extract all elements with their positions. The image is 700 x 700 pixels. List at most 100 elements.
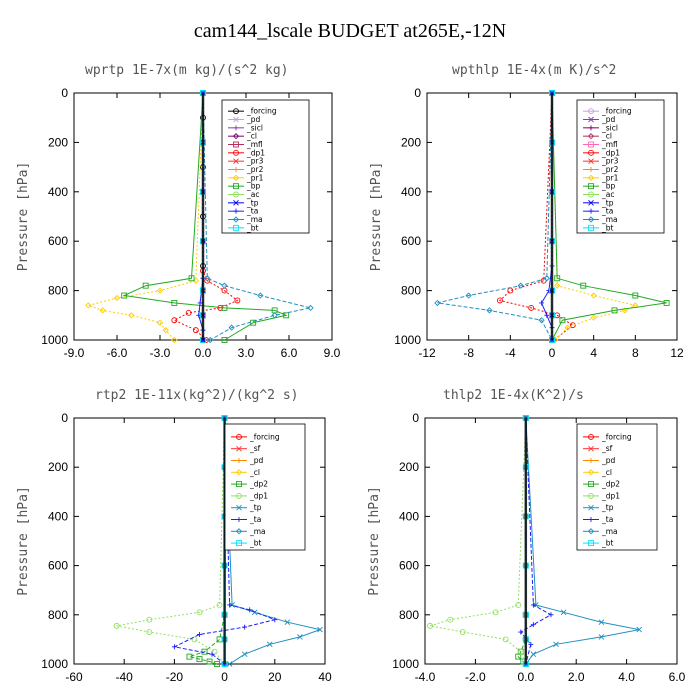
legend-marker [236,458,242,463]
legend-entry-forcing: _forcing [601,107,632,116]
series-line-dp1 [429,417,527,665]
legend-marker [588,183,594,190]
data-point [530,651,537,657]
legend-entry-bp: _bp [246,182,261,191]
legend-entry-ta: _ta [601,207,613,216]
data-point [216,602,223,608]
legend-entry-tp: _tp [601,198,614,207]
data-point [518,629,524,635]
legend-marker [233,183,239,190]
legend-marker [232,174,240,181]
y-tick-label: 600 [48,234,68,248]
legend-marker [588,504,594,511]
legend-marker [588,224,594,231]
legend-entry-mfl: _mfl [601,140,618,149]
legend-marker [233,167,239,172]
data-point [543,275,550,282]
x-tick-label: 0.0 [195,346,212,360]
legend-marker [588,125,594,131]
legend-marker [587,469,595,476]
legend-marker [588,141,594,148]
data-point [221,282,228,289]
data-point [559,317,566,324]
data-point [598,634,605,640]
legend-entry-cl: _cl [601,468,612,477]
data-point [317,626,323,633]
x-tick-label: 0 [221,670,228,684]
data-point [465,292,472,299]
legend-entry-sicl: _sicl [246,123,263,132]
legend-marker [588,108,594,115]
data-point [99,307,106,314]
data-point [548,612,554,618]
legend-entry-sicl: _sicl [601,123,618,132]
data-point [598,619,605,625]
data-point [156,287,164,294]
data-point [186,653,193,660]
data-point [546,288,552,294]
legend-marker [588,458,594,463]
data-point [156,319,164,326]
data-point [227,602,233,608]
x-tick-label: -4.0 [415,670,436,684]
legend-marker [233,208,239,214]
data-point [539,300,545,306]
legend-entry-ma: _ma [601,527,618,536]
legend-entry-bt: _bt [249,539,262,548]
legend-marker [587,528,595,535]
series-line-pr1 [86,92,204,341]
legend: _forcing_pd_sicl_cl_mfl_dp1_pr3_pr2_pr1_… [576,99,665,234]
legend-marker [233,116,239,123]
legend: _forcing _sf _pd _cl _dp2 _dp1 _tp _ta _ma _bt [224,423,306,551]
data-point [459,629,466,635]
data-point [242,624,248,630]
data-point [611,307,618,314]
legend-marker [588,116,594,123]
x-tick-label: 0.0 [517,670,534,684]
legend-entry-pr2: _pr2 [601,165,619,174]
x-tick-label: -6.0 [107,346,128,360]
legend-marker [235,528,243,535]
data-point [530,602,536,608]
legend-entry-forcing: _forcing [249,432,280,441]
legend-entry-mfl: _mfl [246,140,263,149]
y-tick-label: 800 [399,608,419,622]
data-point [492,609,499,616]
data-point [247,607,253,613]
panel-1: -9.0 -6.0 -3.0 0.0 3.0 6.0 9.0 0 200 400 600 800 100… [16,86,341,360]
data-point [517,648,524,655]
data-point [196,609,203,616]
legend-entry-ta: _ta [246,207,258,216]
data-point [146,616,153,623]
y-tick-label: 1000 [41,657,68,671]
legend-marker [233,125,239,131]
y-tick-label: 600 [48,559,68,573]
x-tick-label: 6.0 [669,670,686,684]
legend-entry-tp: _tp [601,503,614,512]
panel-2-title: wpthlp 1E-4x(m K)/s^2 [452,63,617,78]
legend-marker [236,492,242,499]
x-tick-label: 6.0 [281,346,298,360]
data-point [171,644,177,650]
legend-entry-tp: _tp [249,503,262,512]
figure-title: cam144_lscale BUDGET at265E,-12N [193,20,507,42]
data-point [507,287,514,294]
legend-marker [588,167,594,172]
legend-marker [236,540,242,547]
legend-entry-ma: _ma [246,215,263,224]
panel-3: -60 -40 -20 0 20 4002004006008001000Pressure … [16,411,332,684]
legend-entry-pr1: _pr1 [601,173,619,182]
data-point [632,292,639,299]
series-line-dp1 [498,92,574,341]
y-tick-label: 600 [401,234,421,248]
y-tick-label: 800 [401,284,421,298]
legend-entry-pr1: _pr1 [246,173,264,182]
y-tick-label: 200 [48,460,68,474]
data-point [211,648,218,655]
data-point [209,651,215,657]
y-tick-label: 800 [48,608,68,622]
legend-entry-forcing: _forcing [246,107,277,116]
legend-entry-dp2: _dp2 [601,480,620,489]
series-line-pr1 [551,92,637,341]
